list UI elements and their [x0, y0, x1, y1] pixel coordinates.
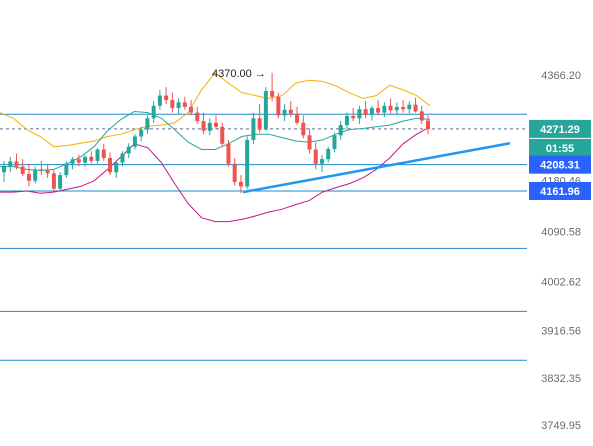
candle-body [151, 105, 156, 119]
candle-body [338, 125, 343, 136]
candle-body [344, 116, 349, 126]
candle-body [2, 165, 6, 173]
candle-body [388, 105, 393, 111]
candle-body [26, 173, 31, 181]
y-tick-label: 4366.20 [541, 70, 581, 82]
candle-body [257, 118, 262, 130]
candle-body [58, 175, 63, 189]
price-axis: 4366.204180.464090.584002.623916.563832.… [541, 70, 581, 432]
candle-body [413, 104, 418, 112]
candle-body [83, 156, 88, 163]
candle-body [76, 159, 81, 163]
current-price-tag [529, 119, 591, 138]
candle-body [120, 153, 125, 163]
candle-body [301, 122, 306, 136]
candlestick-series [2, 72, 430, 194]
trendline [242, 142, 511, 194]
candle-body [114, 162, 119, 173]
candle-body [326, 148, 331, 160]
candle-body [70, 159, 75, 164]
candle-body [132, 136, 137, 147]
candle-body [33, 169, 38, 181]
annotation-group: 4370.00 → [212, 68, 266, 80]
candle-body [14, 161, 19, 167]
candle-body [145, 118, 150, 130]
trendline-group [242, 142, 511, 194]
candle-body [232, 163, 237, 182]
candle-body [20, 166, 25, 174]
y-tick-label: 3916.56 [541, 325, 581, 337]
lower-band-line [0, 126, 431, 223]
candle-body [251, 118, 256, 140]
candle-body [407, 104, 412, 110]
y-tick-label: 3832.35 [541, 373, 581, 385]
candle-body [313, 149, 318, 164]
upper-band-line [0, 72, 431, 148]
price-tags: 4271.29 01:55 4208.31 4161.96 [529, 119, 591, 200]
y-tick-label: 4002.62 [541, 276, 581, 288]
y-tick-label: 3749.95 [541, 420, 581, 432]
candle-body [214, 122, 218, 127]
horizontal-levels [0, 113, 527, 361]
candle-body [51, 173, 56, 189]
candle-body [394, 106, 399, 111]
candle-body [226, 143, 231, 164]
candle-body [270, 91, 275, 97]
candle-body [332, 135, 337, 149]
candle-body [201, 121, 206, 131]
candle-body [176, 102, 181, 109]
candle-body [282, 109, 287, 116]
candle-body [126, 146, 131, 154]
candle-body [164, 95, 169, 101]
candle-body [8, 161, 13, 166]
candle-body [64, 163, 69, 176]
candle-body [139, 129, 144, 137]
candle-body [276, 96, 281, 116]
mid-band-line [0, 110, 431, 172]
candle-body [189, 106, 194, 113]
candle-body [263, 91, 268, 130]
candle-body [101, 149, 106, 159]
candle-body [426, 120, 430, 130]
candle-body [220, 126, 225, 144]
candle-body [95, 149, 100, 161]
candle-body [108, 158, 112, 173]
candle-body [238, 181, 243, 187]
candle-body [295, 113, 300, 123]
level-price-tag [529, 181, 591, 200]
candle-body [245, 139, 250, 187]
candle-body [39, 169, 44, 171]
candle-body [419, 111, 424, 121]
candle-body [307, 135, 312, 150]
candle-body [170, 100, 175, 109]
candle-body [351, 116, 356, 119]
candle-body [369, 108, 374, 115]
bollinger-bands [0, 72, 431, 223]
countdown-tag [529, 138, 591, 157]
candle-body [382, 105, 387, 113]
candle-body [320, 159, 324, 164]
y-tick-label: 4090.58 [541, 227, 581, 239]
high-annotation-label: 4370.00 → [212, 68, 266, 80]
candle-body [182, 102, 187, 107]
level-price-label: 4208.31 [540, 160, 580, 172]
countdown-label: 01:55 [546, 143, 574, 155]
candle-body [157, 95, 162, 106]
candle-body [401, 106, 406, 110]
candle-body [376, 108, 381, 113]
candle-body [207, 122, 212, 131]
level-price-tag [529, 155, 591, 174]
candle-body [89, 156, 94, 161]
candle-body [357, 109, 362, 119]
level-price-label: 4161.96 [540, 186, 580, 198]
current-price-label: 4271.29 [540, 124, 580, 136]
candle-body [363, 109, 368, 115]
candle-body [45, 170, 50, 174]
candle-body [195, 112, 200, 122]
candle-body [288, 109, 293, 114]
